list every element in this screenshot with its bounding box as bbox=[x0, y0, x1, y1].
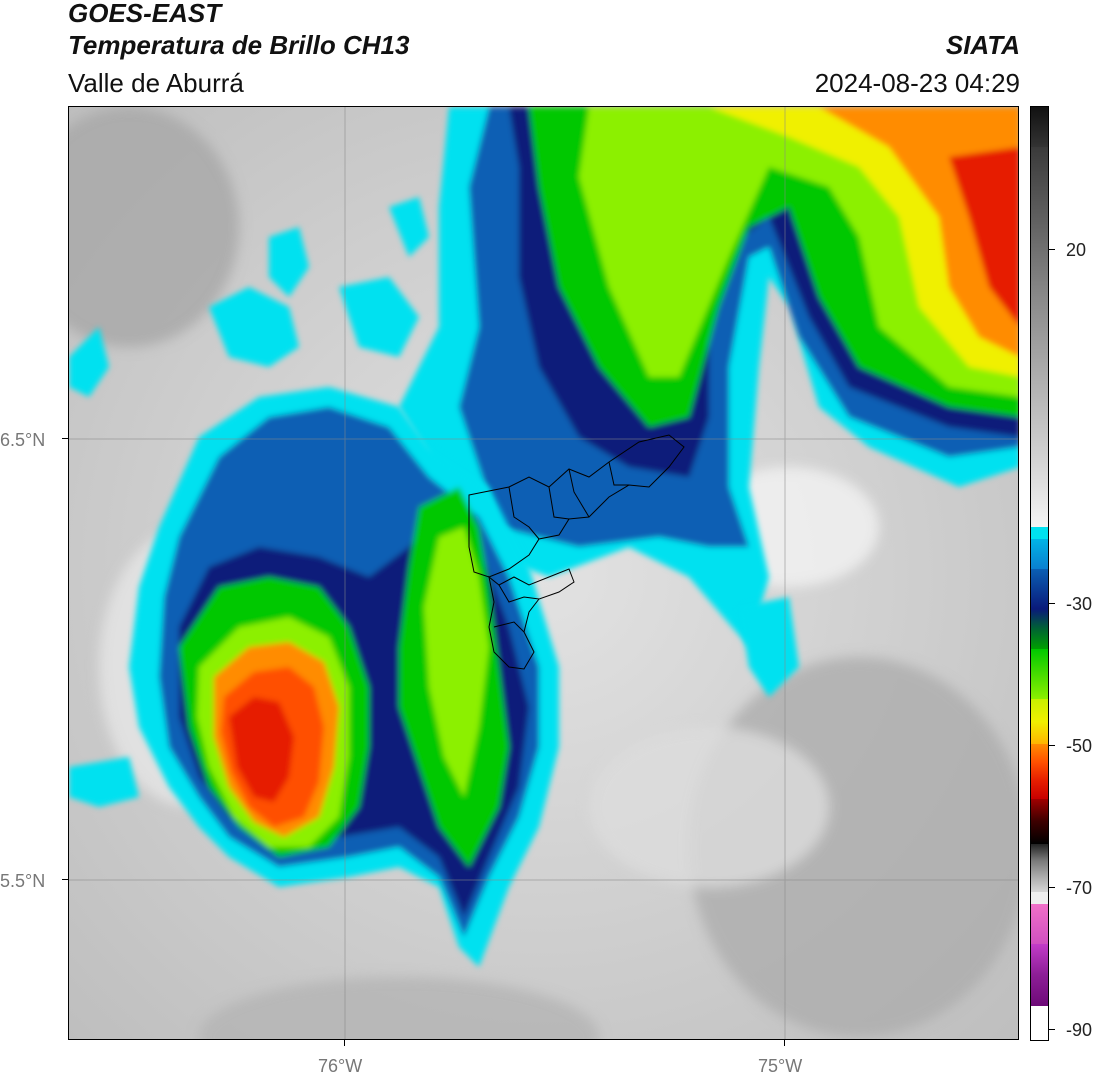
region-label: Valle de Aburrá bbox=[68, 68, 244, 98]
graticule bbox=[69, 107, 1018, 1039]
colorbar-tick bbox=[1049, 603, 1055, 604]
timestamp-label: 2024-08-23 04:29 bbox=[814, 68, 1020, 98]
colorbar-tick bbox=[1049, 745, 1055, 746]
colorbar-tick bbox=[1049, 887, 1055, 888]
lon-label: 75°W bbox=[758, 1056, 803, 1076]
colorbar-label: 20 bbox=[1066, 240, 1087, 260]
colorbar-label: -70 bbox=[1066, 878, 1093, 898]
colorbar-tick bbox=[1049, 1029, 1055, 1030]
lat-label: 6.5°N bbox=[0, 430, 46, 450]
municipal-boundaries bbox=[468, 434, 685, 670]
temperature-colorbar bbox=[1030, 106, 1049, 1041]
lat-tick bbox=[62, 879, 68, 880]
lon-tick bbox=[784, 1040, 785, 1046]
colorbar-label: -90 bbox=[1066, 1020, 1093, 1040]
brightness-temperature-field bbox=[69, 107, 1018, 1039]
lat-label: 5.5°N bbox=[0, 871, 46, 891]
colorbar-label: -30 bbox=[1066, 594, 1093, 614]
product-title: Temperatura de Brillo CH13 bbox=[68, 30, 410, 60]
lon-label: 76°W bbox=[318, 1056, 363, 1076]
satellite-title: GOES-EAST bbox=[68, 0, 222, 28]
lon-tick bbox=[344, 1040, 345, 1046]
colorbar-tick bbox=[1049, 249, 1055, 250]
lat-tick bbox=[62, 438, 68, 439]
agency-label: SIATA bbox=[945, 30, 1020, 60]
colorbar-label: -50 bbox=[1066, 736, 1093, 756]
satellite-map[interactable] bbox=[68, 106, 1019, 1040]
